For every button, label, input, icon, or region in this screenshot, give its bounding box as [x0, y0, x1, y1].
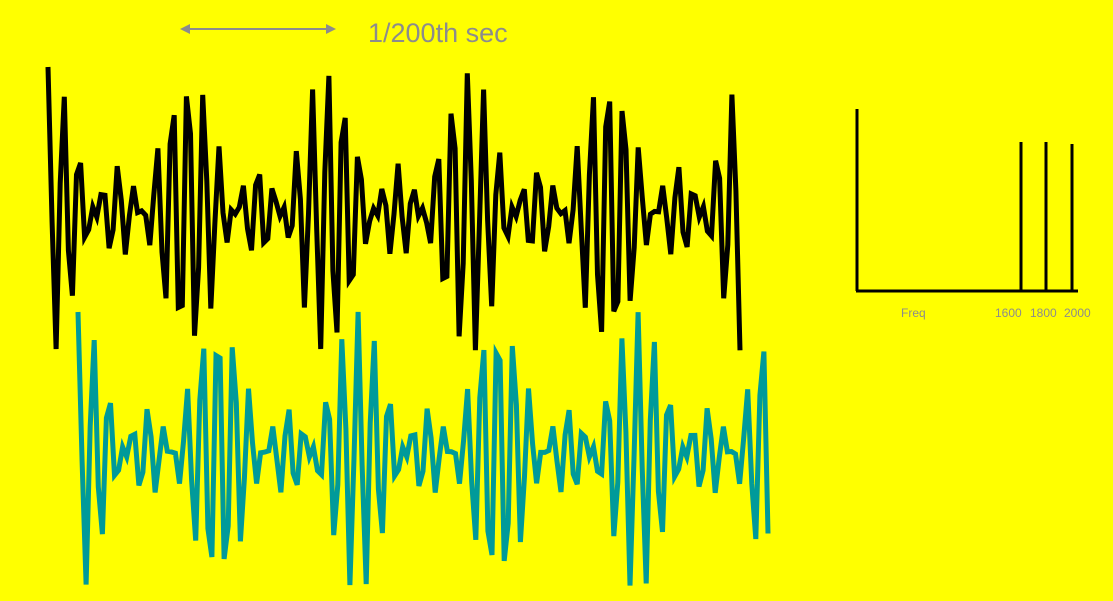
- original-waveform: [45, 66, 743, 351]
- spectrum-plot: [855, 109, 1078, 293]
- period-arrow: [180, 24, 336, 34]
- tick-label-1800: 1800: [1030, 306, 1057, 320]
- tick-label-2000: 2000: [1064, 306, 1091, 320]
- reconstructed-waveform: [75, 311, 771, 586]
- spectrum-xlabel: Freq: [901, 306, 926, 320]
- period-label: 1/200th sec: [368, 18, 508, 48]
- tick-label-1600: 1600: [995, 306, 1022, 320]
